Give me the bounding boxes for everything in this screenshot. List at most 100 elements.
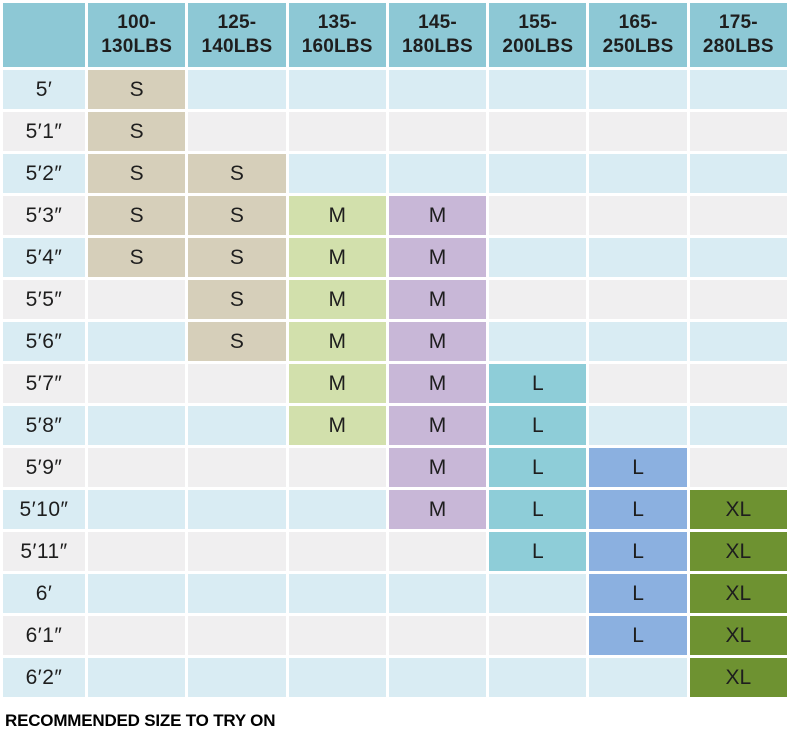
size-cell-m: M [388, 238, 487, 277]
size-cell-s: S [188, 196, 286, 235]
height-row-label: 5′11″ [3, 532, 85, 571]
size-cell-m: M [388, 406, 487, 445]
size-cell-l: L [589, 448, 687, 487]
size-cell-l: L [489, 532, 587, 571]
height-row-label: 6′ [3, 574, 85, 613]
empty-cell [489, 658, 587, 697]
height-row-label: 5′10″ [3, 490, 85, 529]
header-corner-cell [3, 3, 85, 67]
empty-cell [288, 532, 386, 571]
height-row-label: 5′9″ [3, 448, 85, 487]
height-row-label: 5′8″ [3, 406, 85, 445]
size-cell-m: M [288, 238, 386, 277]
height-row-label: 5′5″ [3, 280, 85, 319]
empty-cell [689, 322, 787, 361]
empty-cell [589, 154, 687, 193]
empty-cell [388, 154, 487, 193]
empty-cell [689, 448, 787, 487]
empty-cell [589, 322, 687, 361]
size-cell-l: L [589, 574, 687, 613]
empty-cell [689, 112, 787, 151]
empty-cell [288, 154, 386, 193]
empty-cell [288, 112, 386, 151]
empty-cell [489, 616, 587, 655]
empty-cell [88, 364, 186, 403]
size-cell-m: M [288, 406, 386, 445]
size-cell-l: L [589, 616, 687, 655]
empty-cell [288, 616, 386, 655]
height-row-label: 6′1″ [3, 616, 85, 655]
empty-cell [489, 322, 587, 361]
weight-column-header-6: 175- 280LBS [689, 3, 787, 67]
size-cell-m: M [388, 280, 487, 319]
size-cell-s: S [188, 238, 286, 277]
empty-cell [489, 238, 587, 277]
size-cell-m: M [288, 322, 386, 361]
size-cell-s: S [188, 154, 286, 193]
empty-cell [288, 574, 386, 613]
empty-cell [88, 616, 186, 655]
size-cell-s: S [88, 238, 186, 277]
empty-cell [188, 616, 286, 655]
weight-column-header-3: 145- 180LBS [388, 3, 487, 67]
size-table: 100- 130LBS 125- 140LBS 135- 160LBS 145- 180LBS… [3, 3, 787, 697]
size-cell-l: L [589, 532, 687, 571]
weight-column-header-0: 100- 130LBS [88, 3, 186, 67]
empty-cell [288, 448, 386, 487]
size-cell-l: L [589, 490, 687, 529]
height-row-label: 5′3″ [3, 196, 85, 235]
empty-cell [88, 532, 186, 571]
empty-cell [489, 154, 587, 193]
size-cell-s: S [88, 196, 186, 235]
empty-cell [188, 490, 286, 529]
size-cell-m: M [288, 196, 386, 235]
size-cell-xl: XL [689, 658, 787, 697]
height-row-label: 5′2″ [3, 154, 85, 193]
size-cell-s: S [88, 70, 186, 109]
size-cell-m: M [388, 322, 487, 361]
height-row-label: 6′2″ [3, 658, 85, 697]
size-cell-xl: XL [689, 574, 787, 613]
empty-cell [388, 532, 487, 571]
empty-cell [388, 658, 487, 697]
empty-cell [88, 574, 186, 613]
empty-cell [88, 280, 186, 319]
size-cell-m: M [388, 196, 487, 235]
empty-cell [388, 574, 487, 613]
empty-cell [689, 364, 787, 403]
size-cell-m: M [388, 364, 487, 403]
weight-column-header-5: 165- 250LBS [589, 3, 687, 67]
size-cell-s: S [88, 112, 186, 151]
empty-cell [589, 70, 687, 109]
size-cell-m: M [288, 364, 386, 403]
empty-cell [188, 406, 286, 445]
empty-cell [388, 70, 487, 109]
size-cell-l: L [489, 406, 587, 445]
empty-cell [489, 574, 587, 613]
empty-cell [489, 196, 587, 235]
empty-cell [88, 406, 186, 445]
height-row-label: 5′ [3, 70, 85, 109]
empty-cell [88, 490, 186, 529]
empty-cell [288, 490, 386, 529]
empty-cell [689, 70, 787, 109]
height-row-label: 5′7″ [3, 364, 85, 403]
size-cell-s: S [188, 280, 286, 319]
empty-cell [589, 196, 687, 235]
empty-cell [188, 70, 286, 109]
size-cell-xl: XL [689, 616, 787, 655]
empty-cell [388, 112, 487, 151]
empty-cell [589, 406, 687, 445]
empty-cell [88, 322, 186, 361]
empty-cell [188, 364, 286, 403]
empty-cell [689, 196, 787, 235]
empty-cell [589, 112, 687, 151]
weight-column-header-4: 155- 200LBS [489, 3, 587, 67]
empty-cell [188, 448, 286, 487]
empty-cell [689, 406, 787, 445]
size-cell-s: S [88, 154, 186, 193]
size-cell-l: L [489, 364, 587, 403]
size-cell-m: M [388, 448, 487, 487]
weight-column-header-2: 135- 160LBS [288, 3, 386, 67]
